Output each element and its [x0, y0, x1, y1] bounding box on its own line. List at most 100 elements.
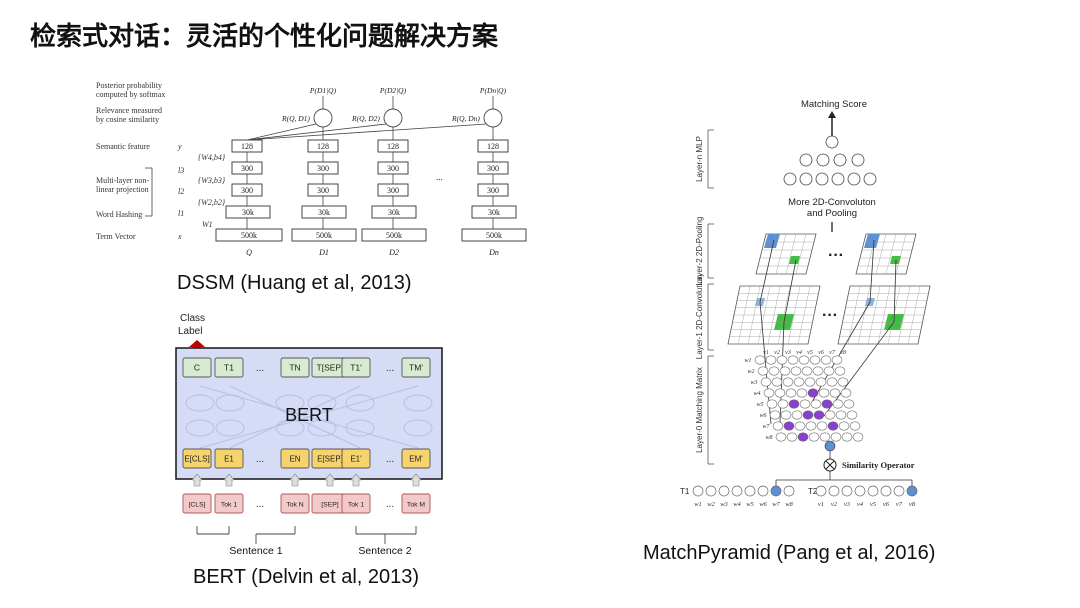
bert-output-label-7: TM' — [409, 363, 423, 373]
mp-matrix-cell — [768, 366, 780, 376]
bert-token-ellipsis-6: ... — [386, 499, 394, 510]
mp-matrix-cell — [786, 432, 798, 442]
mp-t1-node — [744, 485, 756, 497]
mp-matrix-cell — [819, 432, 831, 442]
mp-matrix-row-label: w6 — [759, 413, 766, 419]
mp-t1-word: w3 — [720, 501, 728, 508]
dssm-q-30k: 30k — [242, 208, 254, 217]
mp-t2-word: v2 — [831, 501, 838, 508]
mp-matrix-cell — [791, 410, 803, 420]
dssm-label-relevance-1: Relevance measured — [96, 106, 162, 115]
mp-matrix-cell — [774, 388, 786, 398]
mp-matrix-row-label: w4 — [753, 390, 760, 397]
mp-matrix-cell — [805, 421, 817, 431]
mp-matrix-cell — [794, 421, 806, 431]
bert-embedding-box-1 — [214, 448, 244, 469]
mp-matrix-cell — [788, 399, 800, 409]
mp-matrix-cell — [813, 410, 825, 420]
dssm-var-l2: l2 — [178, 187, 184, 196]
mp-matrix-cell — [834, 366, 846, 376]
bert-embedding-label-7: EM' — [409, 455, 423, 464]
dssm-ellipsis: ... — [436, 172, 443, 182]
mp-matrix-col-label: v1 — [763, 350, 769, 356]
dssm-dn-300a: 300 — [487, 164, 499, 173]
bert-output-ellipsis-2: ... — [256, 363, 264, 374]
bert-token-label-1: Tok 1 — [221, 502, 237, 509]
dssm-cosine-node-1 — [313, 108, 333, 128]
bert-output-box-3 — [280, 357, 310, 378]
bert-input-arrow-5 — [350, 473, 362, 487]
mp-matrix-cell — [787, 355, 799, 365]
dssm-diagram: Posterior probability computed by softma… — [96, 81, 527, 256]
dssm-col-d1-label: D1 — [318, 248, 329, 256]
mp-matrix-row-label: w2 — [747, 369, 754, 375]
dssm-label-posterior-1: Posterior probability — [96, 81, 162, 90]
mp-t1-nodes: w1 w2 w3 w4 w5 w6 w7 w8 — [692, 485, 795, 508]
mp-t2-word: v5 — [870, 501, 877, 508]
mp-matrix-cell — [826, 377, 838, 387]
mp-matrix-cell — [832, 399, 844, 409]
bert-input-arrow-3 — [289, 473, 301, 487]
dssm-column-d2: 128 300 300 30k 500k D2 — [361, 139, 427, 256]
mp-matrix-cell — [831, 355, 843, 365]
dssm-dn-128: 128 — [487, 142, 499, 151]
dssm-d2-128: 128 — [387, 142, 399, 151]
bert-token-label-7: Tok M — [407, 502, 425, 509]
bert-input-arrow-1 — [223, 473, 235, 487]
dssm-weight-1: W1 — [202, 220, 213, 229]
dssm-d1-500k: 500k — [316, 231, 332, 240]
mp-matrix-cell — [849, 421, 861, 431]
mp-matrix-cell — [821, 399, 833, 409]
bert-embedding-row: E[CLS] E1... EN E[SEP] E1'... EM' — [182, 448, 431, 487]
dssm-d1-128: 128 — [317, 142, 329, 151]
mp-matrix-cell — [790, 366, 802, 376]
bert-sentence-2: Sentence 2 — [358, 545, 411, 557]
mp-matching-score: Matching Score — [801, 99, 867, 110]
bert-token-box-0 — [182, 493, 212, 514]
mp-mlp-node — [863, 172, 877, 186]
dssm-cosine-node-n — [483, 108, 503, 128]
bert-output-row: C T1... TN T[SEP] T1'... TM' — [182, 357, 431, 378]
mp-t2-nodes: v1 v2 v3 v4 v5 v6 v7 v8 — [815, 485, 918, 508]
mp-matrix-cell — [820, 355, 832, 365]
mp-matrix-cell — [754, 355, 766, 365]
mp-matrix-cell — [829, 388, 841, 398]
dssm-rel-2: R(Q, D2) — [351, 114, 380, 123]
mp-mlp-node — [847, 172, 861, 186]
mp-matrix-cell — [760, 377, 772, 387]
bert-title: BERT — [285, 405, 333, 425]
mp-layer-n-label: Layer-n MLP — [695, 136, 704, 182]
mp-matrix-cell — [824, 410, 836, 420]
mp-matrix-cell — [780, 410, 792, 420]
mp-matrix-cell — [796, 388, 808, 398]
bert-token-label-3: Tok N — [286, 502, 303, 509]
mp-mlp-node — [783, 172, 797, 186]
bert-diagram: Class Label BERT C T1... TN T[SEP] T1'... TM'… — [175, 313, 443, 557]
mp-matrix-col-label: v2 — [774, 350, 780, 356]
bert-output-box-0 — [182, 357, 212, 378]
mp-conv-ellipsis: ··· — [822, 307, 838, 324]
dssm-post-2: P(D2|Q) — [379, 86, 407, 95]
mp-matrix-cell — [797, 432, 809, 442]
mp-matrix-cell — [841, 432, 853, 442]
bert-output-box-5 — [341, 357, 371, 378]
bert-token-ellipsis-2: ... — [256, 499, 264, 510]
mp-mlp-node — [833, 153, 847, 167]
mp-t1-node — [718, 485, 730, 497]
dssm-column-dn: 128 300 300 30k 500k Dn — [461, 139, 527, 256]
mp-matrix-cell — [837, 377, 849, 387]
bert-output-ellipsis-6: ... — [386, 363, 394, 374]
dssm-d2-300b: 300 — [387, 186, 399, 195]
mp-t2-node — [880, 485, 892, 497]
mp-layer-0-label: Layer-0 Matching Matrix — [695, 367, 704, 453]
mp-matrix-row-label: w8 — [765, 435, 772, 441]
dssm-column-q: 128 300 300 30k 500k Q — [215, 139, 283, 256]
mp-matrix-cell — [852, 432, 864, 442]
bert-embedding-box-0 — [182, 448, 212, 469]
matchpyramid-caption: MatchPyramid (Pang et al, 2016) — [643, 542, 936, 564]
mp-t2-node — [906, 485, 918, 497]
dssm-post-n: P(Dn|Q) — [479, 86, 507, 95]
page-title: 检索式对话：灵活的个性化问题解决方案 — [30, 22, 499, 52]
dssm-d1-300b: 300 — [317, 186, 329, 195]
dssm-col-q-label: Q — [246, 248, 252, 256]
